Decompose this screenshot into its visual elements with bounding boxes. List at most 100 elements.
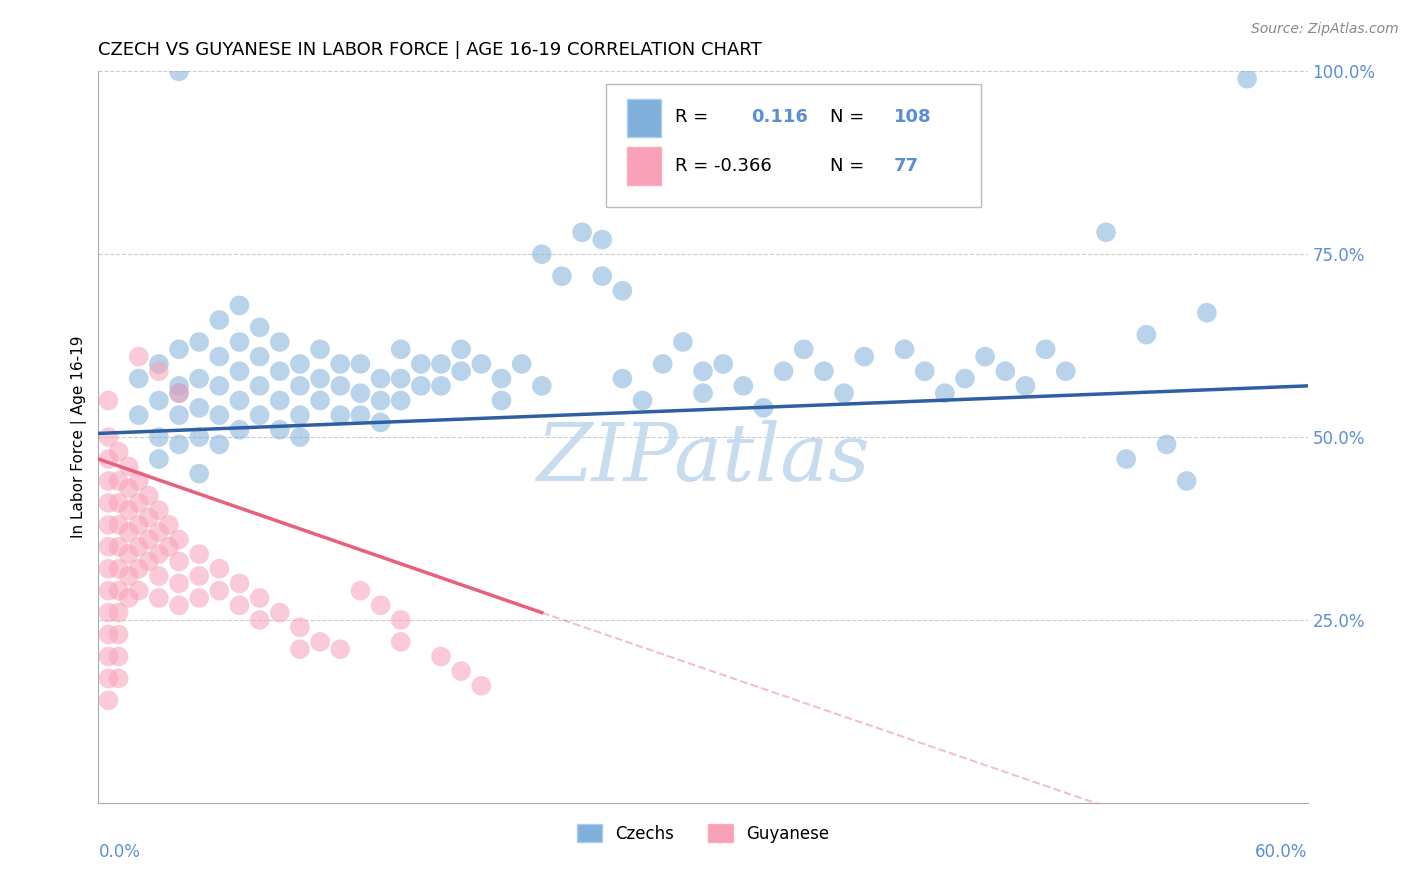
Text: R = -0.366: R = -0.366 xyxy=(675,158,772,176)
Point xyxy=(97,562,120,576)
Point xyxy=(97,474,120,488)
Point xyxy=(389,343,412,357)
FancyBboxPatch shape xyxy=(627,99,661,137)
Point xyxy=(167,576,190,591)
Point xyxy=(551,269,574,284)
Point xyxy=(249,591,271,605)
Point xyxy=(370,599,392,613)
Point xyxy=(249,379,271,393)
Point xyxy=(832,386,855,401)
Point xyxy=(148,393,170,408)
Point xyxy=(1156,437,1178,451)
Point xyxy=(128,474,150,488)
Point xyxy=(128,517,150,532)
Point xyxy=(128,540,150,554)
Point xyxy=(530,379,553,393)
Point xyxy=(148,547,170,561)
Point xyxy=(1054,364,1077,378)
Point xyxy=(167,599,190,613)
Point xyxy=(97,693,120,707)
Point xyxy=(288,408,311,422)
Point xyxy=(349,583,371,598)
Point xyxy=(288,430,311,444)
Point xyxy=(370,371,392,385)
Text: 0.0%: 0.0% xyxy=(98,843,141,861)
Point xyxy=(1115,452,1137,467)
Y-axis label: In Labor Force | Age 16-19: In Labor Force | Age 16-19 xyxy=(72,335,87,539)
Point xyxy=(107,649,129,664)
Point xyxy=(1035,343,1057,357)
Point xyxy=(309,635,332,649)
Point xyxy=(1095,225,1118,239)
Point xyxy=(1014,379,1036,393)
Point xyxy=(148,569,170,583)
Point xyxy=(953,371,976,385)
Point xyxy=(711,357,734,371)
Point xyxy=(188,430,211,444)
Point xyxy=(188,467,211,481)
Point xyxy=(188,334,211,349)
Point xyxy=(349,357,371,371)
Point xyxy=(389,635,412,649)
Point xyxy=(208,350,231,364)
Point xyxy=(97,393,120,408)
Point xyxy=(228,334,250,349)
Point xyxy=(228,364,250,378)
Point xyxy=(107,562,129,576)
Text: 0.116: 0.116 xyxy=(751,109,808,127)
Text: N =: N = xyxy=(830,158,865,176)
Point xyxy=(97,606,120,620)
Point xyxy=(269,364,291,378)
Point xyxy=(97,672,120,686)
Point xyxy=(97,627,120,641)
Point xyxy=(389,613,412,627)
Point xyxy=(288,620,311,634)
Point xyxy=(491,393,513,408)
Point xyxy=(148,452,170,467)
Point xyxy=(813,364,835,378)
Legend: Czechs, Guyanese: Czechs, Guyanese xyxy=(571,818,835,849)
Point xyxy=(288,357,311,371)
Point xyxy=(994,364,1017,378)
Point xyxy=(107,496,129,510)
Point xyxy=(107,606,129,620)
Point xyxy=(389,371,412,385)
Point xyxy=(772,364,794,378)
Point xyxy=(329,379,352,393)
Point xyxy=(167,343,190,357)
Point xyxy=(692,386,714,401)
Point xyxy=(370,416,392,430)
Point xyxy=(409,379,432,393)
Text: ZIPatlas: ZIPatlas xyxy=(536,420,870,498)
Point xyxy=(510,357,533,371)
Point xyxy=(107,474,129,488)
Point xyxy=(470,679,492,693)
Point xyxy=(430,649,453,664)
Text: Source: ZipAtlas.com: Source: ZipAtlas.com xyxy=(1251,22,1399,37)
Point xyxy=(107,540,129,554)
Point xyxy=(349,408,371,422)
Point xyxy=(269,334,291,349)
Point xyxy=(167,386,190,401)
Point xyxy=(107,517,129,532)
Text: CZECH VS GUYANESE IN LABOR FORCE | AGE 16-19 CORRELATION CHART: CZECH VS GUYANESE IN LABOR FORCE | AGE 1… xyxy=(98,41,762,59)
Point xyxy=(167,64,190,78)
Point xyxy=(148,357,170,371)
Point xyxy=(733,379,755,393)
Point xyxy=(107,672,129,686)
FancyBboxPatch shape xyxy=(627,146,661,185)
Point xyxy=(692,364,714,378)
Text: 77: 77 xyxy=(894,158,920,176)
Point xyxy=(97,496,120,510)
Point xyxy=(470,357,492,371)
Point xyxy=(188,569,211,583)
Point xyxy=(157,540,180,554)
Point xyxy=(167,386,190,401)
Point xyxy=(157,517,180,532)
Text: 60.0%: 60.0% xyxy=(1256,843,1308,861)
Point xyxy=(1236,71,1258,86)
Point xyxy=(188,591,211,605)
Point xyxy=(118,459,141,474)
Point xyxy=(138,489,160,503)
Point xyxy=(491,371,513,385)
